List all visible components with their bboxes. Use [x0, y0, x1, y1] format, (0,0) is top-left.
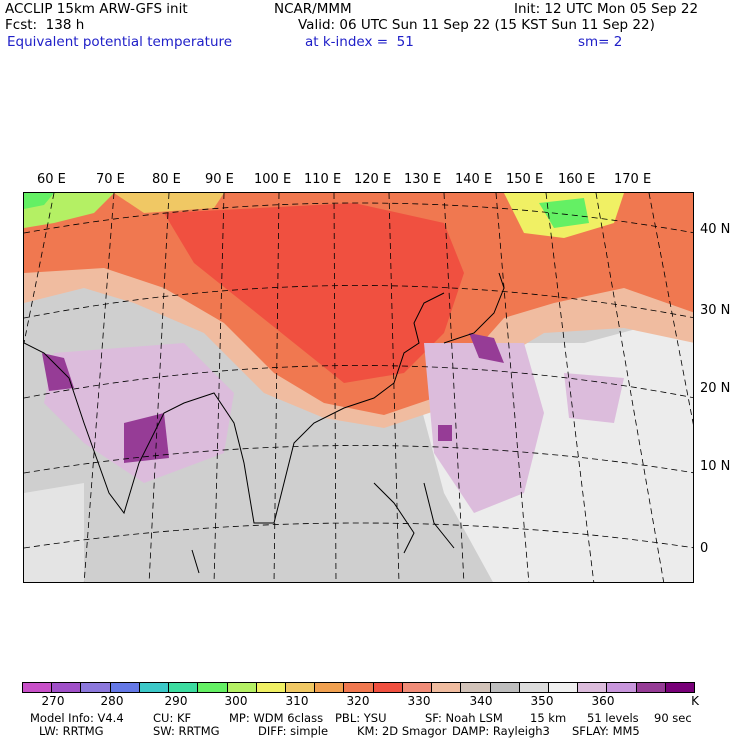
- colorbar-cell: [578, 683, 608, 692]
- colorbar-tick-label: 350: [530, 694, 554, 708]
- india-moist-field: [44, 343, 234, 483]
- footer-diff: DIFF: simple: [258, 724, 329, 738]
- footer-levels: 51 levels: [587, 711, 639, 725]
- japan-high-field: [469, 333, 504, 363]
- colorbar-cell: [461, 683, 491, 692]
- lon-label: 150 E: [506, 172, 544, 187]
- colorbar-cell: [139, 683, 170, 692]
- lat-label: 30 N: [700, 303, 731, 318]
- lon-label: 110 E: [304, 172, 342, 187]
- lon-label: 60 E: [37, 172, 66, 187]
- colorbar-cell: [402, 683, 433, 692]
- footer-resolution: 15 km: [530, 711, 567, 725]
- colorbar-unit: K: [691, 694, 699, 708]
- forecast-hour: Fcst: 138 h: [5, 17, 85, 33]
- warm-north-field: [114, 193, 224, 213]
- center-label: NCAR/MMM: [274, 1, 352, 17]
- colorbar-tick-label: 280: [100, 694, 124, 708]
- colorbar-cell: [110, 683, 140, 692]
- cold-nw-field: [24, 193, 54, 209]
- footer-sw: SW: RRTMG: [153, 724, 220, 738]
- lat-label: 40 N: [700, 222, 731, 237]
- colorbar-tick-label: 320: [346, 694, 370, 708]
- cold-ne-field: [539, 198, 589, 228]
- colorbar-cell: [607, 683, 637, 692]
- colorbar-cell: [81, 683, 111, 692]
- footer-model-info: Model Info: V4.4: [30, 711, 124, 725]
- arabian-sea-field: [24, 483, 84, 582]
- colorbar: [22, 682, 695, 693]
- lon-label: 140 E: [455, 172, 493, 187]
- footer-pbl: PBL: YSU: [335, 711, 387, 725]
- lon-label: 120 E: [354, 172, 392, 187]
- model-title: ACCLIP 15km ARW-GFS init: [5, 1, 188, 17]
- field-name: Equivalent potential temperature: [7, 34, 233, 50]
- colorbar-cell: [373, 683, 403, 692]
- colorbar-tick-label: 310: [285, 694, 309, 708]
- colorbar-tick-label: 330: [407, 694, 431, 708]
- lon-label: 70 E: [96, 172, 125, 187]
- colorbar-tick-label: 300: [224, 694, 248, 708]
- lat-label: 20 N: [700, 381, 731, 396]
- colorbar-cell: [665, 683, 695, 692]
- footer-timestep: 90 sec: [654, 711, 692, 725]
- colorbar-tick-label: 290: [164, 694, 188, 708]
- lat-label: 10 N: [700, 459, 731, 474]
- footer-sflay: SFLAY: MM5: [572, 724, 640, 738]
- lon-label: 100 E: [254, 172, 292, 187]
- valid-time: Valid: 06 UTC Sun 11 Sep 22 (15 KST Sun …: [298, 17, 655, 33]
- map-field-svg: [24, 193, 693, 582]
- footer-mp: MP: WDM 6class: [229, 711, 324, 725]
- colorbar-cell: [548, 683, 579, 692]
- colorbar-cell: [432, 683, 462, 692]
- west-india-high-field: [42, 353, 74, 391]
- central-pacific-moist-field: [564, 373, 624, 423]
- hot-core-field: [164, 203, 464, 383]
- smoothing-label: sm= 2: [578, 34, 623, 50]
- colorbar-cell: [636, 683, 666, 692]
- colorbar-tick-label: 340: [469, 694, 493, 708]
- footer-sf: SF: Noah LSM: [425, 711, 503, 725]
- map-gridlines: [24, 193, 693, 582]
- footer-cu: CU: KF: [153, 711, 192, 725]
- init-time: Init: 12 UTC Mon 05 Sep 22: [514, 1, 699, 17]
- lon-label: 130 E: [404, 172, 442, 187]
- footer-lw: LW: RRTMG: [39, 724, 104, 738]
- level-label: at k-index = 51: [305, 34, 414, 50]
- colorbar-cell: [52, 683, 82, 692]
- colorbar-cell: [23, 683, 53, 692]
- colorbar-cell: [344, 683, 374, 692]
- lat-label: 0: [700, 541, 709, 556]
- footer-km: KM: 2D Smagor: [357, 724, 447, 738]
- colorbar-cell: [256, 683, 286, 692]
- colorbar-cell: [169, 683, 199, 692]
- colorbar-cell: [198, 683, 228, 692]
- colorbar-cell: [490, 683, 520, 692]
- colorbar-tick-label: 270: [41, 694, 65, 708]
- theta-e-map: [23, 192, 694, 583]
- lon-label: 90 E: [205, 172, 234, 187]
- coastlines: [24, 272, 505, 574]
- lon-label: 160 E: [558, 172, 596, 187]
- lon-label: 170 E: [614, 172, 652, 187]
- colorbar-tick-label: 360: [591, 694, 615, 708]
- lon-label: 80 E: [152, 172, 181, 187]
- colorbar-cell: [315, 683, 345, 692]
- colorbar-cell: [519, 683, 549, 692]
- footer-damp: DAMP: Rayleigh3: [452, 724, 550, 738]
- colorbar-cell: [285, 683, 316, 692]
- colorbar-cell: [227, 683, 257, 692]
- philippine-sea-high-field: [438, 425, 452, 441]
